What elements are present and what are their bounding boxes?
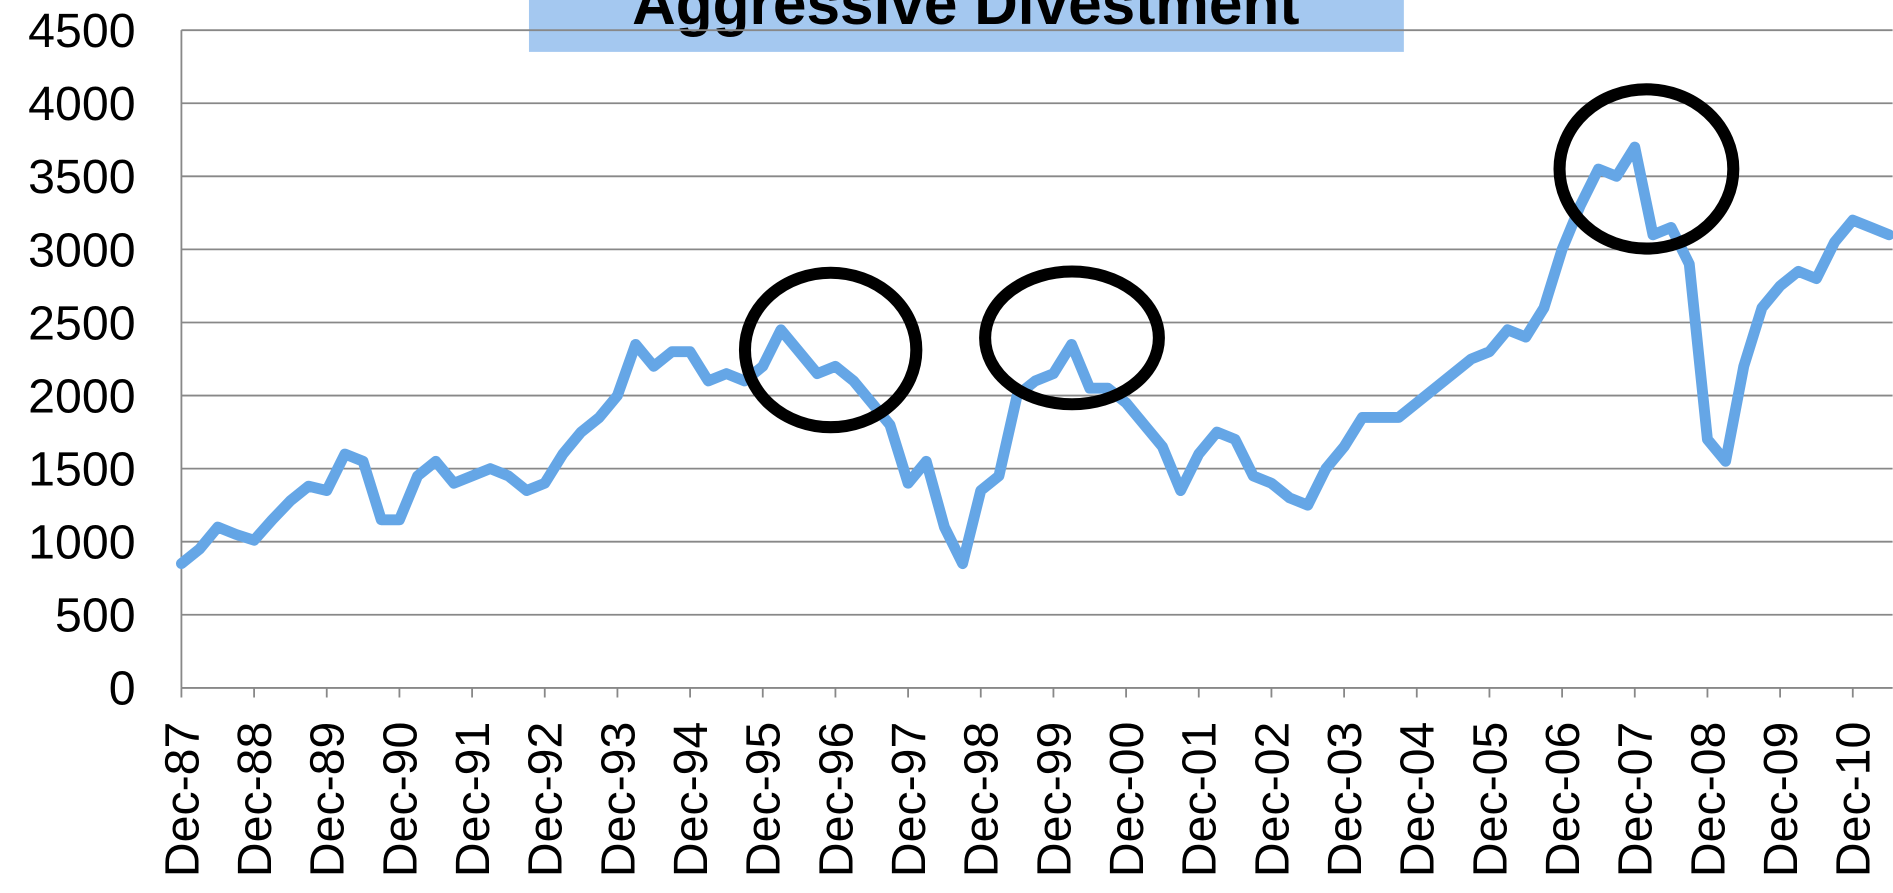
plot: 0 500 1000 1500 2000 2500 3000 3500 4000 4500 Dec-… [28,4,1893,878]
x-tick-label: Dec-97 [882,722,936,878]
y-tick-label: 4000 [28,77,135,131]
x-tick-label: Dec-91 [446,722,500,878]
y-tick-label: 500 [55,589,136,643]
y-tick-label: 3500 [28,150,135,204]
y-tick-label: 1000 [28,516,135,570]
x-tick-label: Dec-00 [1100,722,1154,878]
x-tick-label: Dec-01 [1173,722,1227,878]
x-tick-label: Dec-05 [1463,722,1517,878]
data-line [175,141,1893,570]
highlight-circle [979,265,1165,411]
x-tick-label: Dec-04 [1391,722,1445,878]
x-tick-label: Dec-07 [1609,722,1663,878]
title-box [528,0,1404,52]
y-tick-label: 2500 [28,296,135,350]
y-tick-label: 3000 [28,223,135,277]
x-tick-label: Dec-96 [809,722,863,878]
x-tick-label: Dec-92 [519,722,573,878]
x-tick-label: Dec-03 [1318,722,1372,878]
y-tick-label: 2000 [28,369,135,423]
highlight-circle [738,266,923,434]
x-tick-label: Dec-87 [155,722,209,878]
x-tick-label: Dec-98 [955,722,1009,878]
x-tick-label: Dec-99 [1027,722,1081,878]
x-tick-label: Dec-10 [1827,722,1881,878]
x-tick-label: Dec-89 [301,722,355,878]
x-tick-label: Dec-93 [591,722,645,878]
y-tick-label: 1500 [28,443,135,497]
x-tick-label: Dec-06 [1536,722,1590,878]
x-tick-label: Dec-90 [373,722,427,878]
highlight-circle [1553,83,1740,255]
chart-title: Aggressive Divestment [632,0,1299,37]
x-tick-label: Dec-88 [228,722,282,878]
x-tick-label: Dec-95 [737,722,791,878]
x-tick-label: Dec-94 [664,722,718,878]
x-tick-label: Dec-02 [1245,722,1299,878]
x-tick-label: Dec-08 [1681,722,1735,878]
y-tick-label: 0 [109,662,136,716]
x-tick-label: Dec-09 [1754,722,1808,878]
y-tick-label: 4500 [28,4,135,58]
